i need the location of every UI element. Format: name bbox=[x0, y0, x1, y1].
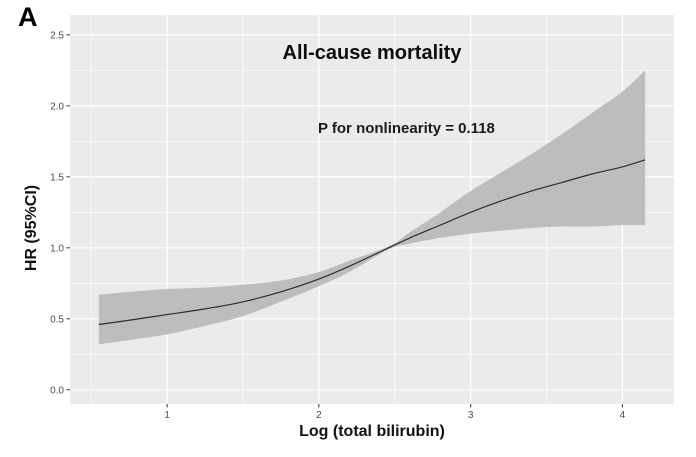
y-tick-label: 0.0 bbox=[50, 385, 64, 396]
x-tick-label: 2 bbox=[316, 410, 322, 421]
panel-label: A bbox=[18, 2, 38, 32]
x-axis-title: Log (total bilirubin) bbox=[299, 423, 445, 440]
y-tick-label: 0.5 bbox=[50, 314, 64, 325]
x-tick-label: 3 bbox=[468, 410, 474, 421]
y-axis-title: HR (95%CI) bbox=[23, 184, 40, 272]
p-nonlinearity-annotation: P for nonlinearity = 0.118 bbox=[318, 120, 495, 137]
x-tick-label: 1 bbox=[164, 410, 170, 421]
y-tick-label: 1.5 bbox=[50, 172, 64, 183]
y-tick-label: 1.0 bbox=[50, 243, 64, 254]
y-tick-label: 2.0 bbox=[50, 101, 64, 112]
x-tick-label: 4 bbox=[620, 410, 626, 421]
y-tick-label: 2.5 bbox=[50, 30, 64, 41]
chart-title: All-cause mortality bbox=[282, 42, 462, 64]
hr-line bbox=[98, 159, 646, 326]
